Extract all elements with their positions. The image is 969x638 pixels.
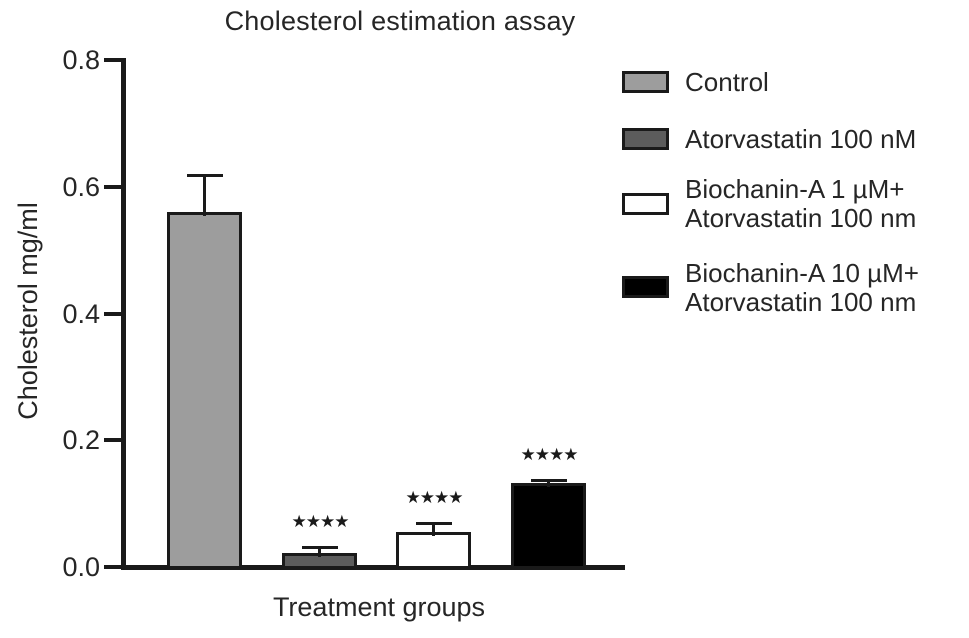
y-tick-mark xyxy=(104,58,122,62)
error-bar-cap xyxy=(531,479,567,482)
legend-label-control: Control xyxy=(685,67,769,97)
chart-title: Cholesterol estimation assay xyxy=(224,6,576,36)
legend-label-biochanin-10um: Biochanin-A 10 µM+ Atorvastatin 100 nm xyxy=(685,258,919,317)
y-tick-label: 0.0 xyxy=(62,552,100,582)
bar-1 xyxy=(167,212,242,569)
significance-stars: ★★★★ xyxy=(405,488,464,507)
legend-swatch-biochanin-1um xyxy=(622,193,669,215)
error-bar-cap xyxy=(302,546,338,549)
y-tick-mark xyxy=(104,312,122,316)
x-axis-label: Treatment groups xyxy=(272,592,486,622)
y-tick-mark xyxy=(104,438,122,442)
y-tick-label: 0.4 xyxy=(62,299,100,329)
y-tick-label: 0.8 xyxy=(62,45,100,75)
y-tick-mark xyxy=(104,185,122,189)
error-bar-cap xyxy=(187,174,223,177)
error-bar-stem xyxy=(318,546,321,557)
legend-swatch-control xyxy=(622,71,669,93)
y-tick-mark xyxy=(104,565,122,569)
error-bar-stem xyxy=(203,174,206,216)
significance-stars: ★★★★ xyxy=(520,445,579,464)
legend-swatch-atorvastatin xyxy=(622,128,669,150)
bar-4 xyxy=(511,483,586,569)
legend-swatch-biochanin-10um xyxy=(622,276,669,298)
y-tick-label: 0.2 xyxy=(62,425,100,455)
legend-label-biochanin-1um: Biochanin-A 1 µM+ Atorvastatin 100 nm xyxy=(685,174,917,233)
error-bar-stem xyxy=(432,522,435,536)
error-bar-cap xyxy=(416,522,452,525)
error-bar-stem xyxy=(547,479,550,487)
y-tick-label: 0.6 xyxy=(62,172,100,202)
legend-label-atorvastatin: Atorvastatin 100 nM xyxy=(685,124,917,154)
y-axis-line xyxy=(121,58,126,570)
significance-stars: ★★★★ xyxy=(291,512,350,531)
bar-3 xyxy=(396,532,471,569)
x-axis-line xyxy=(121,565,625,570)
